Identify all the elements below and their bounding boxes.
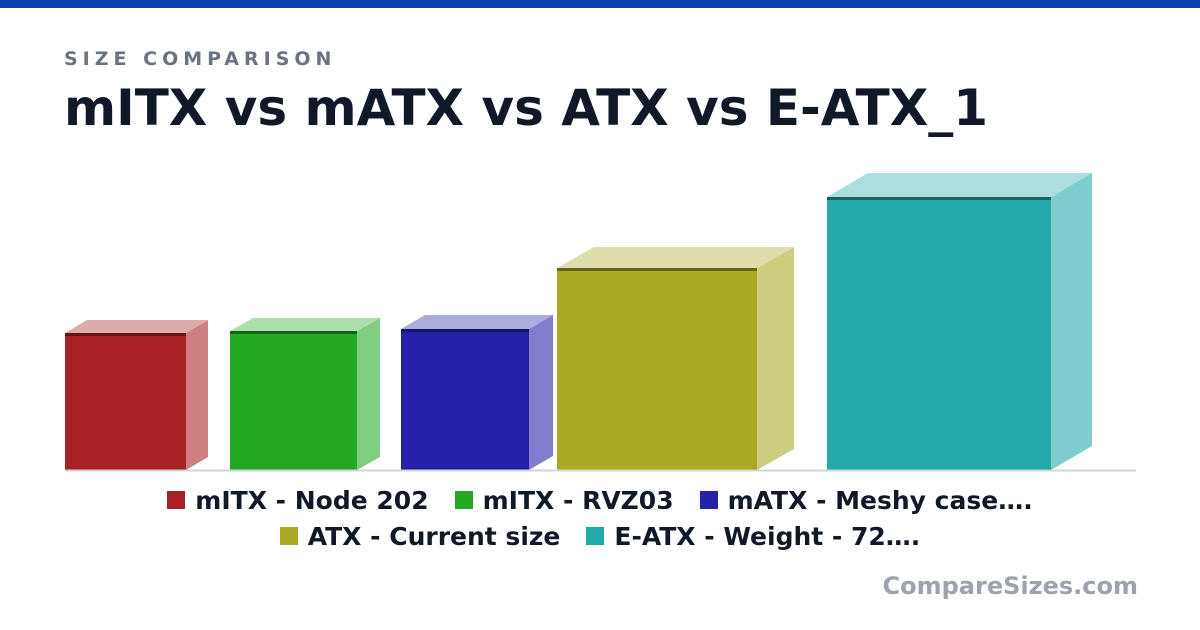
- bar-top-3: [401, 315, 553, 329]
- legend-swatch: [699, 491, 718, 509]
- legend-swatch: [586, 527, 605, 545]
- legend-row-2: ATX - Current size E-ATX - Weight - 72….: [279, 521, 920, 551]
- legend-item: mITX - Node 202: [167, 485, 429, 515]
- legend-label: mITX - Node 202: [195, 485, 429, 515]
- legend-label: E-ATX - Weight - 72….: [614, 521, 921, 551]
- bar-front-4: [557, 268, 757, 470]
- bar-edge-1: [65, 333, 186, 336]
- legend-label: mITX - RVZ03: [482, 485, 674, 515]
- bar-edge-3: [401, 329, 529, 332]
- size-comparison-chart: [65, 173, 1136, 472]
- bar-edge-5: [827, 197, 1051, 200]
- top-accent-bar: [0, 0, 1200, 8]
- legend-item: E-ATX - Weight - 72….: [586, 522, 920, 551]
- bar-front-2: [230, 331, 357, 470]
- brand-watermark[interactable]: CompareSizes.com: [882, 572, 1138, 600]
- legend-label: ATX - Current size: [307, 521, 561, 551]
- legend-swatch: [167, 491, 186, 509]
- bar-side-1: [186, 320, 208, 470]
- bar-side-2: [357, 318, 380, 470]
- bar-front-3: [401, 329, 529, 470]
- legend-item: mITX - RVZ03: [454, 485, 674, 515]
- bar-side-5: [1051, 173, 1092, 470]
- bar-top-2: [230, 318, 380, 331]
- chart-legend: mITX - Node 202 mITX - RVZ03 mATX - Mesh…: [0, 485, 1200, 551]
- bar-top-4: [557, 247, 794, 268]
- bar-side-3: [529, 315, 553, 470]
- bar-edge-2: [230, 331, 357, 334]
- bar-top-5: [827, 173, 1092, 197]
- legend-label: mATX - Meshy case….: [727, 485, 1033, 515]
- bar-edge-4: [557, 268, 757, 271]
- bar-front-1: [65, 333, 186, 470]
- eyebrow-label: SIZE COMPARISON: [64, 48, 337, 70]
- bar-side-4: [757, 247, 794, 470]
- legend-item: ATX - Current size: [279, 521, 561, 551]
- legend-swatch: [279, 527, 298, 545]
- legend-item: mATX - Meshy case….: [699, 485, 1033, 515]
- page-title: mITX vs mATX vs ATX vs E-ATX_1: [64, 79, 989, 137]
- legend-row-1: mITX - Node 202 mITX - RVZ03 mATX - Mesh…: [167, 485, 1033, 515]
- legend-swatch: [454, 491, 473, 509]
- bar-front-5: [827, 197, 1051, 470]
- bar-top-1: [65, 320, 208, 333]
